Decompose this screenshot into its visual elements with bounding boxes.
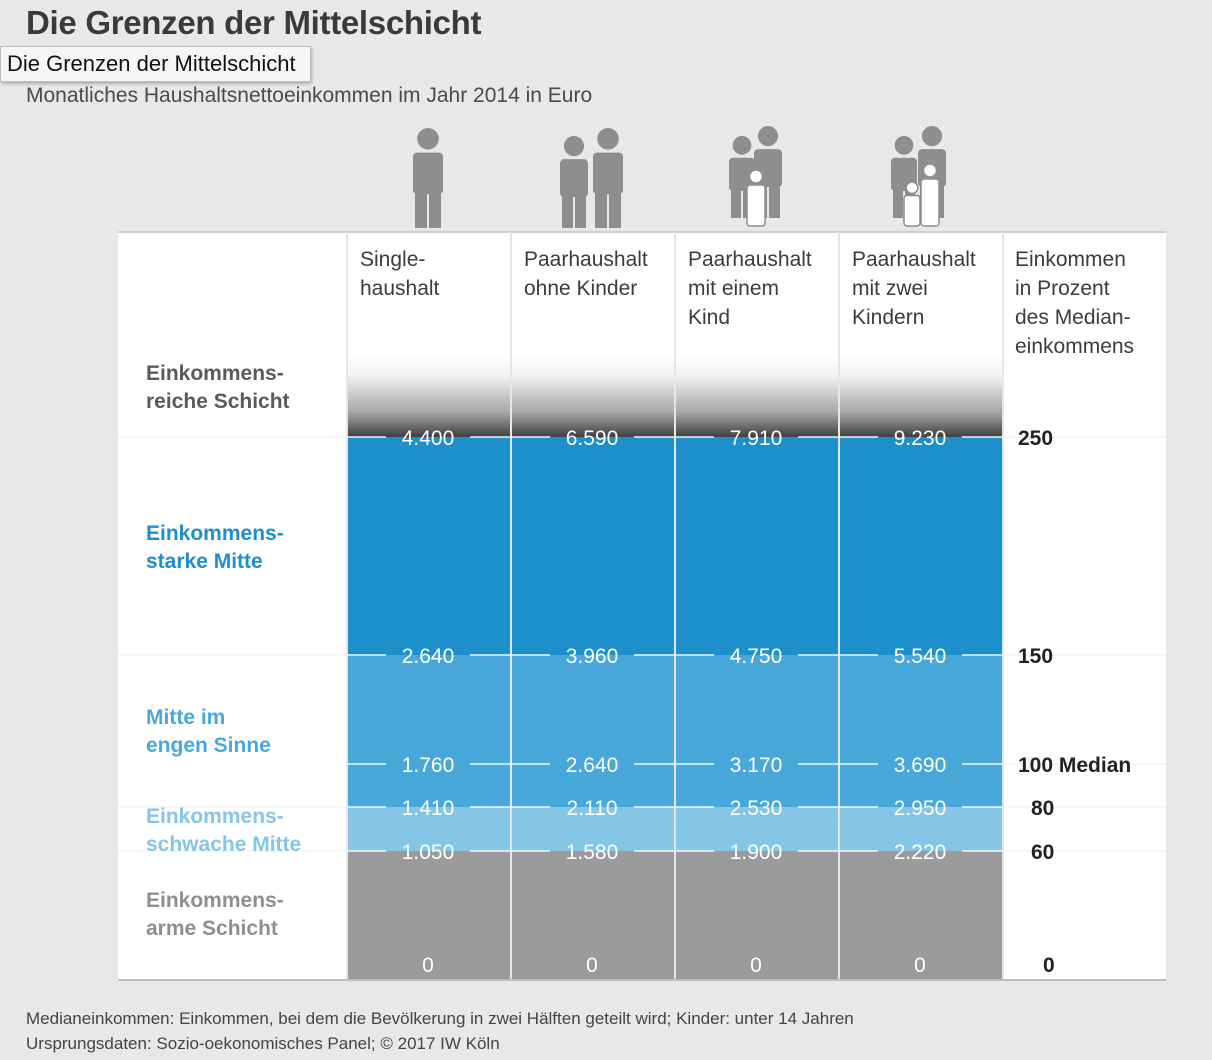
band-label-3-line-1: schwache Mitte xyxy=(146,833,301,856)
column-header-0-line-0: Single- xyxy=(360,248,425,271)
value-label-4-3: 2.220 xyxy=(894,841,947,864)
value-label-3-0: 1.410 xyxy=(402,797,455,820)
column-header-2-line-0: Paarhaushalt xyxy=(688,248,812,271)
band-label-1-line-1: starke Mitte xyxy=(146,550,263,573)
column-header-3-line-2: Kindern xyxy=(852,306,924,329)
column-header-0-line-1: haushalt xyxy=(360,277,440,300)
value-label-0-3: 9.230 xyxy=(894,427,947,450)
value-label-4-0: 1.050 xyxy=(402,841,455,864)
footnote-median: Medianeinkommen: Einkommen, bei dem die … xyxy=(26,1009,854,1028)
value-label-2-3: 3.690 xyxy=(894,754,947,777)
value-label-5-2: 0 xyxy=(750,954,762,977)
value-label-1-2: 4.750 xyxy=(730,645,783,668)
value-label-4-1: 1.580 xyxy=(566,841,619,864)
band-label-0-line-1: reiche Schicht xyxy=(146,390,290,413)
percent-header-line-3: einkommens xyxy=(1015,335,1134,358)
value-label-1-3: 5.540 xyxy=(894,645,947,668)
value-label-3-2: 2.530 xyxy=(730,797,783,820)
couple-one-child-icon xyxy=(729,126,782,227)
value-label-3-3: 2.950 xyxy=(894,797,947,820)
percent-label-2: 100 Median xyxy=(1018,754,1131,777)
value-label-0-0: 4.400 xyxy=(402,427,455,450)
couple-two-children-icon xyxy=(891,126,946,227)
value-label-2-1: 2.640 xyxy=(566,754,619,777)
band-label-4-line-1: arme Schicht xyxy=(146,917,278,940)
band-label-0-line-0: Einkommens- xyxy=(146,362,284,385)
value-label-5-3: 0 xyxy=(914,954,926,977)
percent-label-0: 250 xyxy=(1018,427,1053,450)
value-label-3-1: 2.110 xyxy=(567,797,618,820)
band-label-2-line-0: Mitte im xyxy=(146,706,225,729)
column-header-2-line-2: Kind xyxy=(688,306,730,329)
value-label-5-0: 0 xyxy=(422,954,434,977)
value-label-5-1: 0 xyxy=(586,954,598,977)
value-label-0-1: 6.590 xyxy=(566,427,619,450)
column-header-2-line-1: mit einem xyxy=(688,277,779,300)
percent-label-4: 60 xyxy=(1031,841,1054,864)
value-label-4-2: 1.900 xyxy=(730,841,783,864)
value-label-0-2: 7.910 xyxy=(730,427,783,450)
percent-header-line-0: Einkommen xyxy=(1015,248,1126,271)
column-header-1-line-0: Paarhaushalt xyxy=(524,248,648,271)
band-label-4-line-0: Einkommens- xyxy=(146,889,284,912)
value-label-1-1: 3.960 xyxy=(566,645,619,668)
column-header-1-line-1: ohne Kinder xyxy=(524,277,637,300)
band-label-2-line-1: engen Sinne xyxy=(146,734,271,757)
percent-label-5: 0 xyxy=(1043,954,1055,977)
value-label-2-2: 3.170 xyxy=(730,754,783,777)
value-label-1-0: 2.640 xyxy=(402,645,455,668)
percent-header-line-1: in Prozent xyxy=(1015,277,1110,300)
column-header-3-line-1: mit zwei xyxy=(852,277,928,300)
footnote-source: Ursprungsdaten: Sozio-oekonomisches Pane… xyxy=(26,1034,500,1053)
band-label-1-line-0: Einkommens- xyxy=(146,522,284,545)
single-person-icon xyxy=(413,128,443,228)
percent-label-3: 80 xyxy=(1031,797,1054,820)
chart-subtitle: Monatliches Haushaltsnettoeinkommen im J… xyxy=(26,84,593,107)
value-label-2-0: 1.760 xyxy=(402,754,455,777)
chart-title: Die Grenzen der Mittelschicht xyxy=(26,4,482,41)
percent-header-line-2: des Median- xyxy=(1015,306,1131,329)
percent-label-1: 150 xyxy=(1018,645,1053,668)
band-label-3-line-0: Einkommens- xyxy=(146,805,284,828)
column-header-3-line-0: Paarhaushalt xyxy=(852,248,976,271)
hover-tooltip: Die Grenzen der Mittelschicht xyxy=(0,46,311,82)
couple-icon xyxy=(560,128,623,228)
